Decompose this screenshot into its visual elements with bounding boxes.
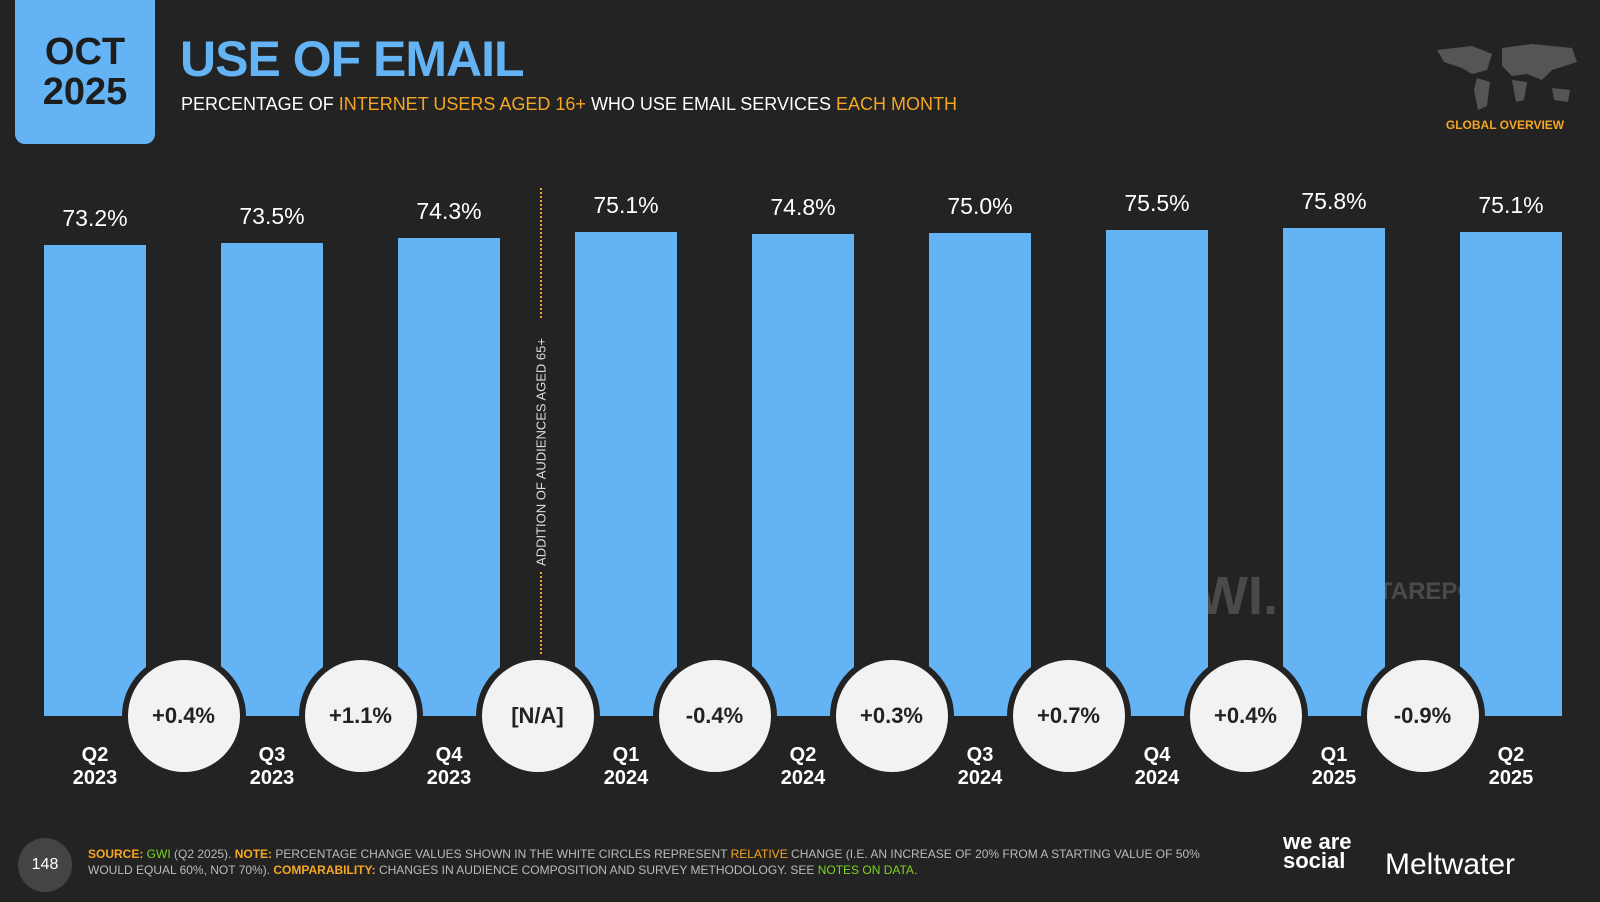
text-segment: EACH MONTH [836,94,957,114]
change-badge: -0.4% [652,654,777,778]
value-label: 74.3% [416,197,482,224]
subtitle: PERCENTAGE OF INTERNET USERS AGED 16+ WH… [181,94,957,115]
text-segment: GWI [146,847,171,861]
bar [1283,227,1385,716]
x-tick-label: Q4 2024 [1134,744,1180,789]
annotation-bg [529,320,552,570]
value-label: 73.2% [62,204,128,231]
text-segment: CHANGES IN AUDIENCE COMPOSITION AND SURV… [378,863,818,877]
world-map-icon [1437,44,1577,110]
change-badge: +0.7% [1006,654,1131,778]
text-segment: COMPARABILITY: [273,863,379,877]
x-tick-label: Q3 2024 [957,744,1003,789]
x-tick-label: Q3 2023 [249,744,295,789]
x-tick-label: Q2 2023 [72,744,118,789]
value-label: 73.5% [239,202,305,229]
change-badge: +0.3% [829,654,954,778]
text-segment: (Q2 2025). [170,847,235,861]
x-tick-label: Q4 2023 [426,744,472,789]
change-badge: +0.4% [121,654,246,778]
change-badge: -0.9% [1360,654,1485,778]
change-badge: +1.1% [298,654,423,778]
bar [221,242,323,716]
value-label: 74.8% [770,194,836,221]
text-segment: CHANGE (I.E. AN INCREASE OF 20% FROM A S… [88,847,1200,877]
change-badge: [N/A] [475,654,600,778]
bar [398,237,500,716]
bar [752,234,854,716]
region-label: GLOBAL OVERVIEW [1445,118,1565,132]
text-segment: NOTE: [234,847,276,861]
page-number: 148 [18,838,72,892]
text-segment: RELATIVE [730,847,788,861]
text-segment: PERCENTAGE CHANGE VALUES SHOWN IN THE WH… [275,847,731,861]
x-tick-label: Q1 2024 [603,744,649,789]
value-label: 75.8% [1301,187,1367,214]
annotation: ADDITION OF AUDIENCES AGED 65+ [533,338,548,566]
text-segment: NOTES ON DATA [817,863,914,877]
text-segment: PERCENTAGE OF [181,94,339,114]
date-badge: OCT 2025 [15,0,155,144]
logo: Meltwater [1385,848,1516,881]
text-segment: . [913,863,918,877]
bar [929,233,1031,716]
logo: we are social [1283,829,1352,873]
x-tick-label: Q1 2025 [1311,744,1357,789]
value-label: 75.0% [947,193,1013,219]
text-segment: INTERNET USERS AGED 16+ [338,94,586,114]
change-badge: +0.4% [1183,654,1308,778]
text-segment: SOURCE: [88,847,147,861]
text-segment: WHO USE EMAIL SERVICES [585,94,836,114]
bar [44,244,146,716]
value-label: 75.1% [593,192,659,219]
bar [1460,232,1562,716]
x-tick-label: Q2 2024 [780,744,826,789]
bar [1106,229,1208,716]
value-label: 75.5% [1124,189,1190,216]
bar [575,232,677,716]
x-tick-label: Q2 2025 [1488,744,1534,789]
value-label: 75.1% [1478,192,1544,219]
footnote: SOURCE: GWI (Q2 2025). NOTE: PERCENTAGE … [88,846,1238,878]
title: USE OF EMAIL [180,31,525,87]
